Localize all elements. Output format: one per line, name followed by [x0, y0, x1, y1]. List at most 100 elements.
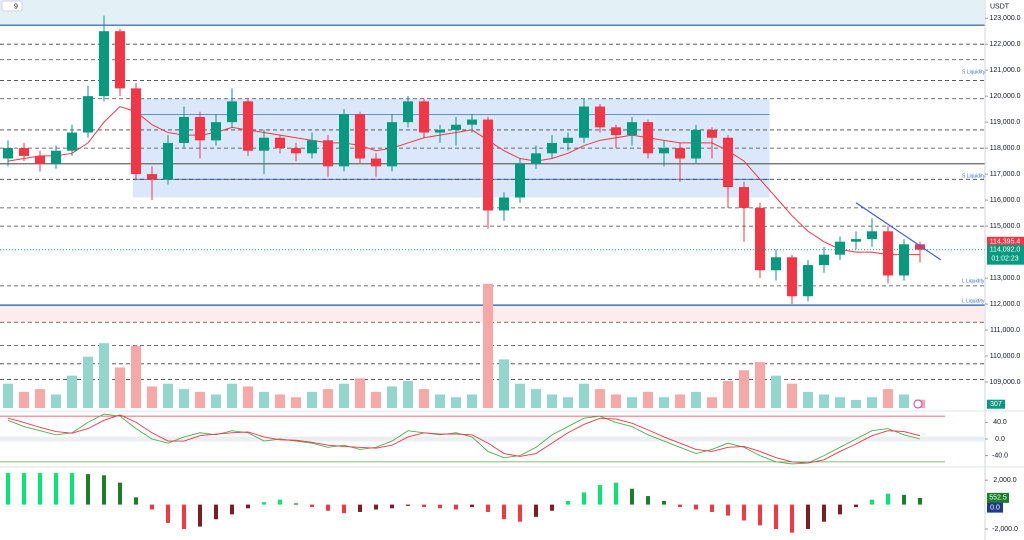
candle	[371, 153, 381, 177]
histogram-bar	[150, 504, 154, 510]
candle	[211, 114, 221, 146]
candle-body	[579, 106, 589, 138]
histogram-bar	[630, 488, 634, 505]
volume-bar	[755, 362, 765, 408]
y-tick-label: 111,000.0	[990, 327, 1020, 334]
histogram-bar	[870, 499, 874, 505]
histogram-bar	[534, 504, 538, 517]
volume-bar	[131, 345, 141, 408]
liquidity-label: S Liquidity	[962, 173, 986, 179]
candle	[579, 98, 589, 143]
candle-body	[563, 137, 573, 143]
candle	[899, 239, 909, 281]
ref-price-tag	[987, 236, 1024, 247]
candle-body	[627, 122, 637, 136]
histogram-bar	[822, 504, 826, 522]
volume-bar	[435, 394, 445, 408]
candle-body	[323, 140, 333, 167]
volume-bar	[835, 397, 845, 408]
volume-bar	[307, 391, 317, 408]
volume-bar	[19, 391, 29, 408]
candle-body	[403, 101, 413, 123]
candle	[771, 249, 781, 281]
volume-bar	[67, 375, 77, 408]
y-tick-label: 119,000.0	[990, 119, 1021, 126]
y-tick-label: -40.0	[992, 452, 1008, 459]
volume-bar	[723, 381, 733, 408]
candle-body	[115, 31, 125, 89]
volume-bar	[83, 356, 93, 408]
candle	[387, 114, 397, 172]
y-tick-label: 2,000.0	[993, 477, 1016, 484]
candle-body	[835, 241, 845, 255]
y-tick-label: 122,000.0	[989, 41, 1020, 48]
candle	[883, 226, 893, 284]
histogram-label: 552.5	[989, 495, 1007, 502]
last-price-tag	[987, 244, 1024, 265]
candle-body	[819, 254, 829, 266]
candle	[835, 236, 845, 260]
histogram-bar	[902, 494, 906, 505]
candle-body	[675, 148, 685, 159]
candle-body	[131, 88, 141, 175]
candle-body	[147, 174, 157, 180]
candle-body	[99, 31, 109, 97]
moving-average	[7, 105, 920, 256]
histogram-bar	[166, 504, 170, 523]
volume-bar	[739, 370, 749, 408]
volume-tag	[987, 399, 1005, 409]
candle-body	[595, 106, 605, 128]
histogram-bar	[118, 482, 122, 505]
signal-tag	[987, 502, 1003, 513]
volume-bar	[563, 397, 573, 408]
candle-body	[67, 132, 77, 151]
y-tick-label: 109,000.0	[989, 379, 1020, 386]
histogram-bar	[182, 504, 186, 530]
volume-bar	[675, 394, 685, 408]
histogram-bar	[646, 496, 650, 505]
histogram-bar	[246, 504, 250, 509]
candle-body	[3, 148, 13, 159]
candle	[195, 111, 205, 159]
candle	[707, 127, 717, 159]
candle	[291, 142, 301, 162]
candle	[339, 109, 349, 172]
candle-body	[643, 122, 653, 154]
volume-bar	[595, 389, 605, 408]
volume-bar	[51, 394, 61, 408]
histogram-bar	[230, 504, 234, 515]
histogram-bar	[70, 472, 74, 505]
candle-body	[611, 127, 621, 136]
last-price-label: 114,092.0	[990, 247, 1021, 254]
candle	[243, 98, 253, 156]
candle	[803, 259, 813, 302]
histogram-bar	[390, 504, 394, 509]
candle-body	[227, 101, 237, 123]
histogram-bar	[326, 504, 330, 511]
candle	[419, 98, 429, 138]
histogram-bar	[806, 504, 810, 530]
candle	[131, 83, 141, 180]
candle-body	[787, 257, 797, 297]
candle	[147, 166, 157, 201]
candle-body	[899, 244, 909, 276]
candle	[35, 150, 45, 172]
candle-body	[915, 244, 925, 250]
candle-body	[211, 122, 221, 141]
y-tick-label: 118,000.0	[990, 145, 1021, 152]
candle-body	[259, 137, 269, 151]
candle	[547, 135, 557, 159]
y-tick-label: 117,000.0	[990, 171, 1021, 178]
histogram-bar	[678, 504, 682, 508]
candle-body	[547, 142, 557, 154]
candle-body	[659, 148, 669, 154]
candle	[451, 116, 461, 146]
candle-body	[291, 148, 301, 154]
candle	[595, 103, 605, 133]
histogram-bar	[774, 504, 778, 530]
histogram-bar	[342, 504, 346, 514]
candle	[355, 111, 365, 164]
candle-body	[179, 116, 189, 143]
candle	[403, 96, 413, 128]
